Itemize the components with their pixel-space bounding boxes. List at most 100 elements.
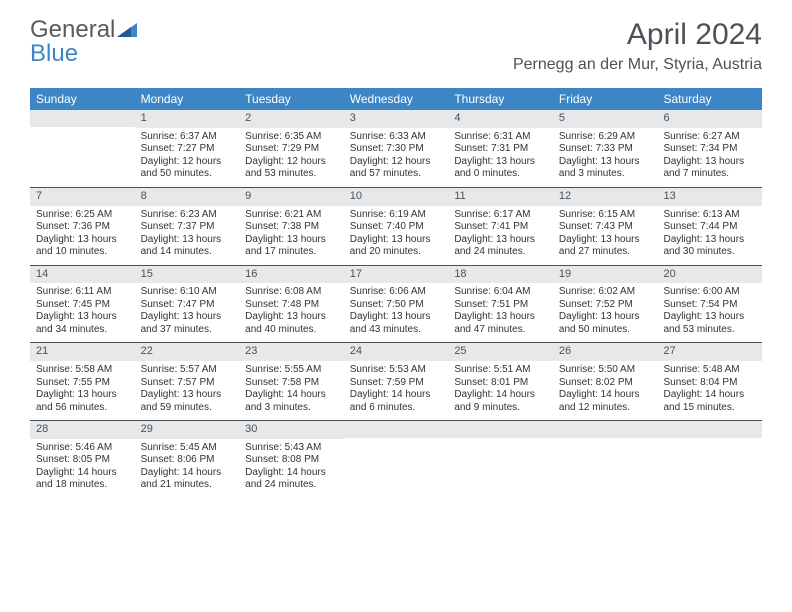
daylight-text: and 43 minutes. [350, 324, 443, 337]
daylight-text: Daylight: 13 hours [663, 234, 756, 247]
daylight-text: Daylight: 14 hours [559, 389, 652, 402]
day-cell: 13 Sunrise: 6:13 AMSunset: 7:44 PMDayligh… [657, 188, 762, 265]
day-cell: 14Sunrise: 6:11 AMSunset: 7:45 PMDayligh… [30, 266, 135, 343]
sunrise-text: Sunrise: 5:58 AM [36, 364, 129, 377]
day-cell: 4Sunrise: 6:31 AMSunset: 7:31 PMDaylight… [448, 110, 553, 187]
day-number: 18 [448, 266, 553, 284]
day-cell: 2Sunrise: 6:35 AMSunset: 7:29 PMDaylight… [239, 110, 344, 187]
week-row: 21Sunrise: 5:58 AMSunset: 7:55 PMDayligh… [30, 342, 762, 420]
day-number: 6 [657, 110, 762, 128]
day-number: 30 [239, 421, 344, 439]
sunrise-text: Sunrise: 5:50 AM [559, 364, 652, 377]
day-cell: 26Sunrise: 5:50 AMSunset: 8:02 PMDayligh… [553, 343, 658, 420]
sunrise-text: Sunrise: 6:15 AM [559, 209, 652, 222]
day-cell: 7Sunrise: 6:25 AMSunset: 7:36 PMDaylight… [30, 188, 135, 265]
sunrise-text: Sunrise: 5:46 AM [36, 442, 129, 455]
day-cell [30, 110, 135, 187]
sunset-text: Sunset: 7:38 PM [245, 221, 338, 234]
logo-triangle-icon [117, 18, 137, 42]
sunset-text: Sunset: 7:52 PM [559, 299, 652, 312]
day-cell: 12Sunrise: 6:15 AMSunset: 7:43 PMDayligh… [553, 188, 658, 265]
sunrise-text: Sunrise: 6:25 AM [36, 209, 129, 222]
day-header-thu: Thursday [448, 88, 553, 110]
daylight-text: Daylight: 13 hours [141, 234, 234, 247]
day-body: Sunrise: 5:48 AMSunset: 8:04 PMDaylight:… [657, 361, 762, 420]
sunset-text: Sunset: 8:04 PM [663, 377, 756, 390]
sunrise-text: Sunrise: 5:45 AM [141, 442, 234, 455]
daylight-text: and 34 minutes. [36, 324, 129, 337]
day-header-tue: Tuesday [239, 88, 344, 110]
sunrise-text: Sunrise: 6:29 AM [559, 131, 652, 144]
day-number: 4 [448, 110, 553, 128]
sunset-text: Sunset: 8:06 PM [141, 454, 234, 467]
day-number [30, 110, 135, 127]
sunset-text: Sunset: 7:33 PM [559, 143, 652, 156]
day-cell: 5Sunrise: 6:29 AMSunset: 7:33 PMDaylight… [553, 110, 658, 187]
day-body: Sunrise: 6:27 AMSunset: 7:34 PMDaylight:… [657, 128, 762, 187]
daylight-text: and 18 minutes. [36, 479, 129, 492]
day-header-fri: Friday [553, 88, 658, 110]
daylight-text: and 56 minutes. [36, 402, 129, 415]
day-number: 13 [657, 188, 762, 206]
sunset-text: Sunset: 7:48 PM [245, 299, 338, 312]
logo: General Blue [30, 18, 137, 66]
day-number: 16 [239, 266, 344, 284]
daylight-text: and 3 minutes. [245, 402, 338, 415]
sunset-text: Sunset: 8:01 PM [454, 377, 547, 390]
sunrise-text: Sunrise: 6:31 AM [454, 131, 547, 144]
sunset-text: Sunset: 7:58 PM [245, 377, 338, 390]
daylight-text: Daylight: 14 hours [663, 389, 756, 402]
sunset-text: Sunset: 7:44 PM [663, 221, 756, 234]
day-body: Sunrise: 6:06 AMSunset: 7:50 PMDaylight:… [344, 283, 449, 342]
day-number: 24 [344, 343, 449, 361]
daylight-text: and 50 minutes. [141, 168, 234, 181]
day-body: Sunrise: 5:57 AMSunset: 7:57 PMDaylight:… [135, 361, 240, 420]
sunrise-text: Sunrise: 6:06 AM [350, 286, 443, 299]
day-number: 12 [553, 188, 658, 206]
day-cell: 28Sunrise: 5:46 AMSunset: 8:05 PMDayligh… [30, 421, 135, 498]
sunrise-text: Sunrise: 5:43 AM [245, 442, 338, 455]
day-cell: 15Sunrise: 6:10 AMSunset: 7:47 PMDayligh… [135, 266, 240, 343]
day-cell: 27Sunrise: 5:48 AMSunset: 8:04 PMDayligh… [657, 343, 762, 420]
daylight-text: and 40 minutes. [245, 324, 338, 337]
day-number: 8 [135, 188, 240, 206]
day-number: 10 [344, 188, 449, 206]
daylight-text: and 17 minutes. [245, 246, 338, 259]
daylight-text: and 15 minutes. [663, 402, 756, 415]
day-cell: 21Sunrise: 5:58 AMSunset: 7:55 PMDayligh… [30, 343, 135, 420]
daylight-text: and 6 minutes. [350, 402, 443, 415]
daylight-text: and 50 minutes. [559, 324, 652, 337]
day-body: Sunrise: 5:46 AMSunset: 8:05 PMDaylight:… [30, 439, 135, 498]
sunrise-text: Sunrise: 6:13 AM [663, 209, 756, 222]
daylight-text: and 57 minutes. [350, 168, 443, 181]
day-number: 5 [553, 110, 658, 128]
sunset-text: Sunset: 8:02 PM [559, 377, 652, 390]
daylight-text: and 24 minutes. [245, 479, 338, 492]
header: General Blue April 2024 Pernegg an der M… [0, 0, 792, 82]
day-header-sun: Sunday [30, 88, 135, 110]
daylight-text: Daylight: 12 hours [141, 156, 234, 169]
sunset-text: Sunset: 8:05 PM [36, 454, 129, 467]
daylight-text: Daylight: 13 hours [141, 311, 234, 324]
day-cell: 8Sunrise: 6:23 AMSunset: 7:37 PMDaylight… [135, 188, 240, 265]
daylight-text: Daylight: 13 hours [36, 311, 129, 324]
week-row: 14Sunrise: 6:11 AMSunset: 7:45 PMDayligh… [30, 265, 762, 343]
day-body: Sunrise: 5:50 AMSunset: 8:02 PMDaylight:… [553, 361, 658, 420]
sunset-text: Sunset: 7:45 PM [36, 299, 129, 312]
day-body: Sunrise: 6:02 AMSunset: 7:52 PMDaylight:… [553, 283, 658, 342]
daylight-text: and 21 minutes. [141, 479, 234, 492]
day-cell: 24Sunrise: 5:53 AMSunset: 7:59 PMDayligh… [344, 343, 449, 420]
day-cell [448, 421, 553, 498]
sunset-text: Sunset: 7:57 PM [141, 377, 234, 390]
day-body: Sunrise: 5:58 AMSunset: 7:55 PMDaylight:… [30, 361, 135, 420]
daylight-text: Daylight: 13 hours [663, 311, 756, 324]
sunrise-text: Sunrise: 5:48 AM [663, 364, 756, 377]
day-body: Sunrise: 6:08 AMSunset: 7:48 PMDaylight:… [239, 283, 344, 342]
sunset-text: Sunset: 7:50 PM [350, 299, 443, 312]
weeks-container: 1Sunrise: 6:37 AMSunset: 7:27 PMDaylight… [30, 110, 762, 498]
sunset-text: Sunset: 7:36 PM [36, 221, 129, 234]
day-cell: 1Sunrise: 6:37 AMSunset: 7:27 PMDaylight… [135, 110, 240, 187]
day-body: Sunrise: 6:33 AMSunset: 7:30 PMDaylight:… [344, 128, 449, 187]
day-number [553, 421, 658, 438]
sunset-text: Sunset: 7:41 PM [454, 221, 547, 234]
